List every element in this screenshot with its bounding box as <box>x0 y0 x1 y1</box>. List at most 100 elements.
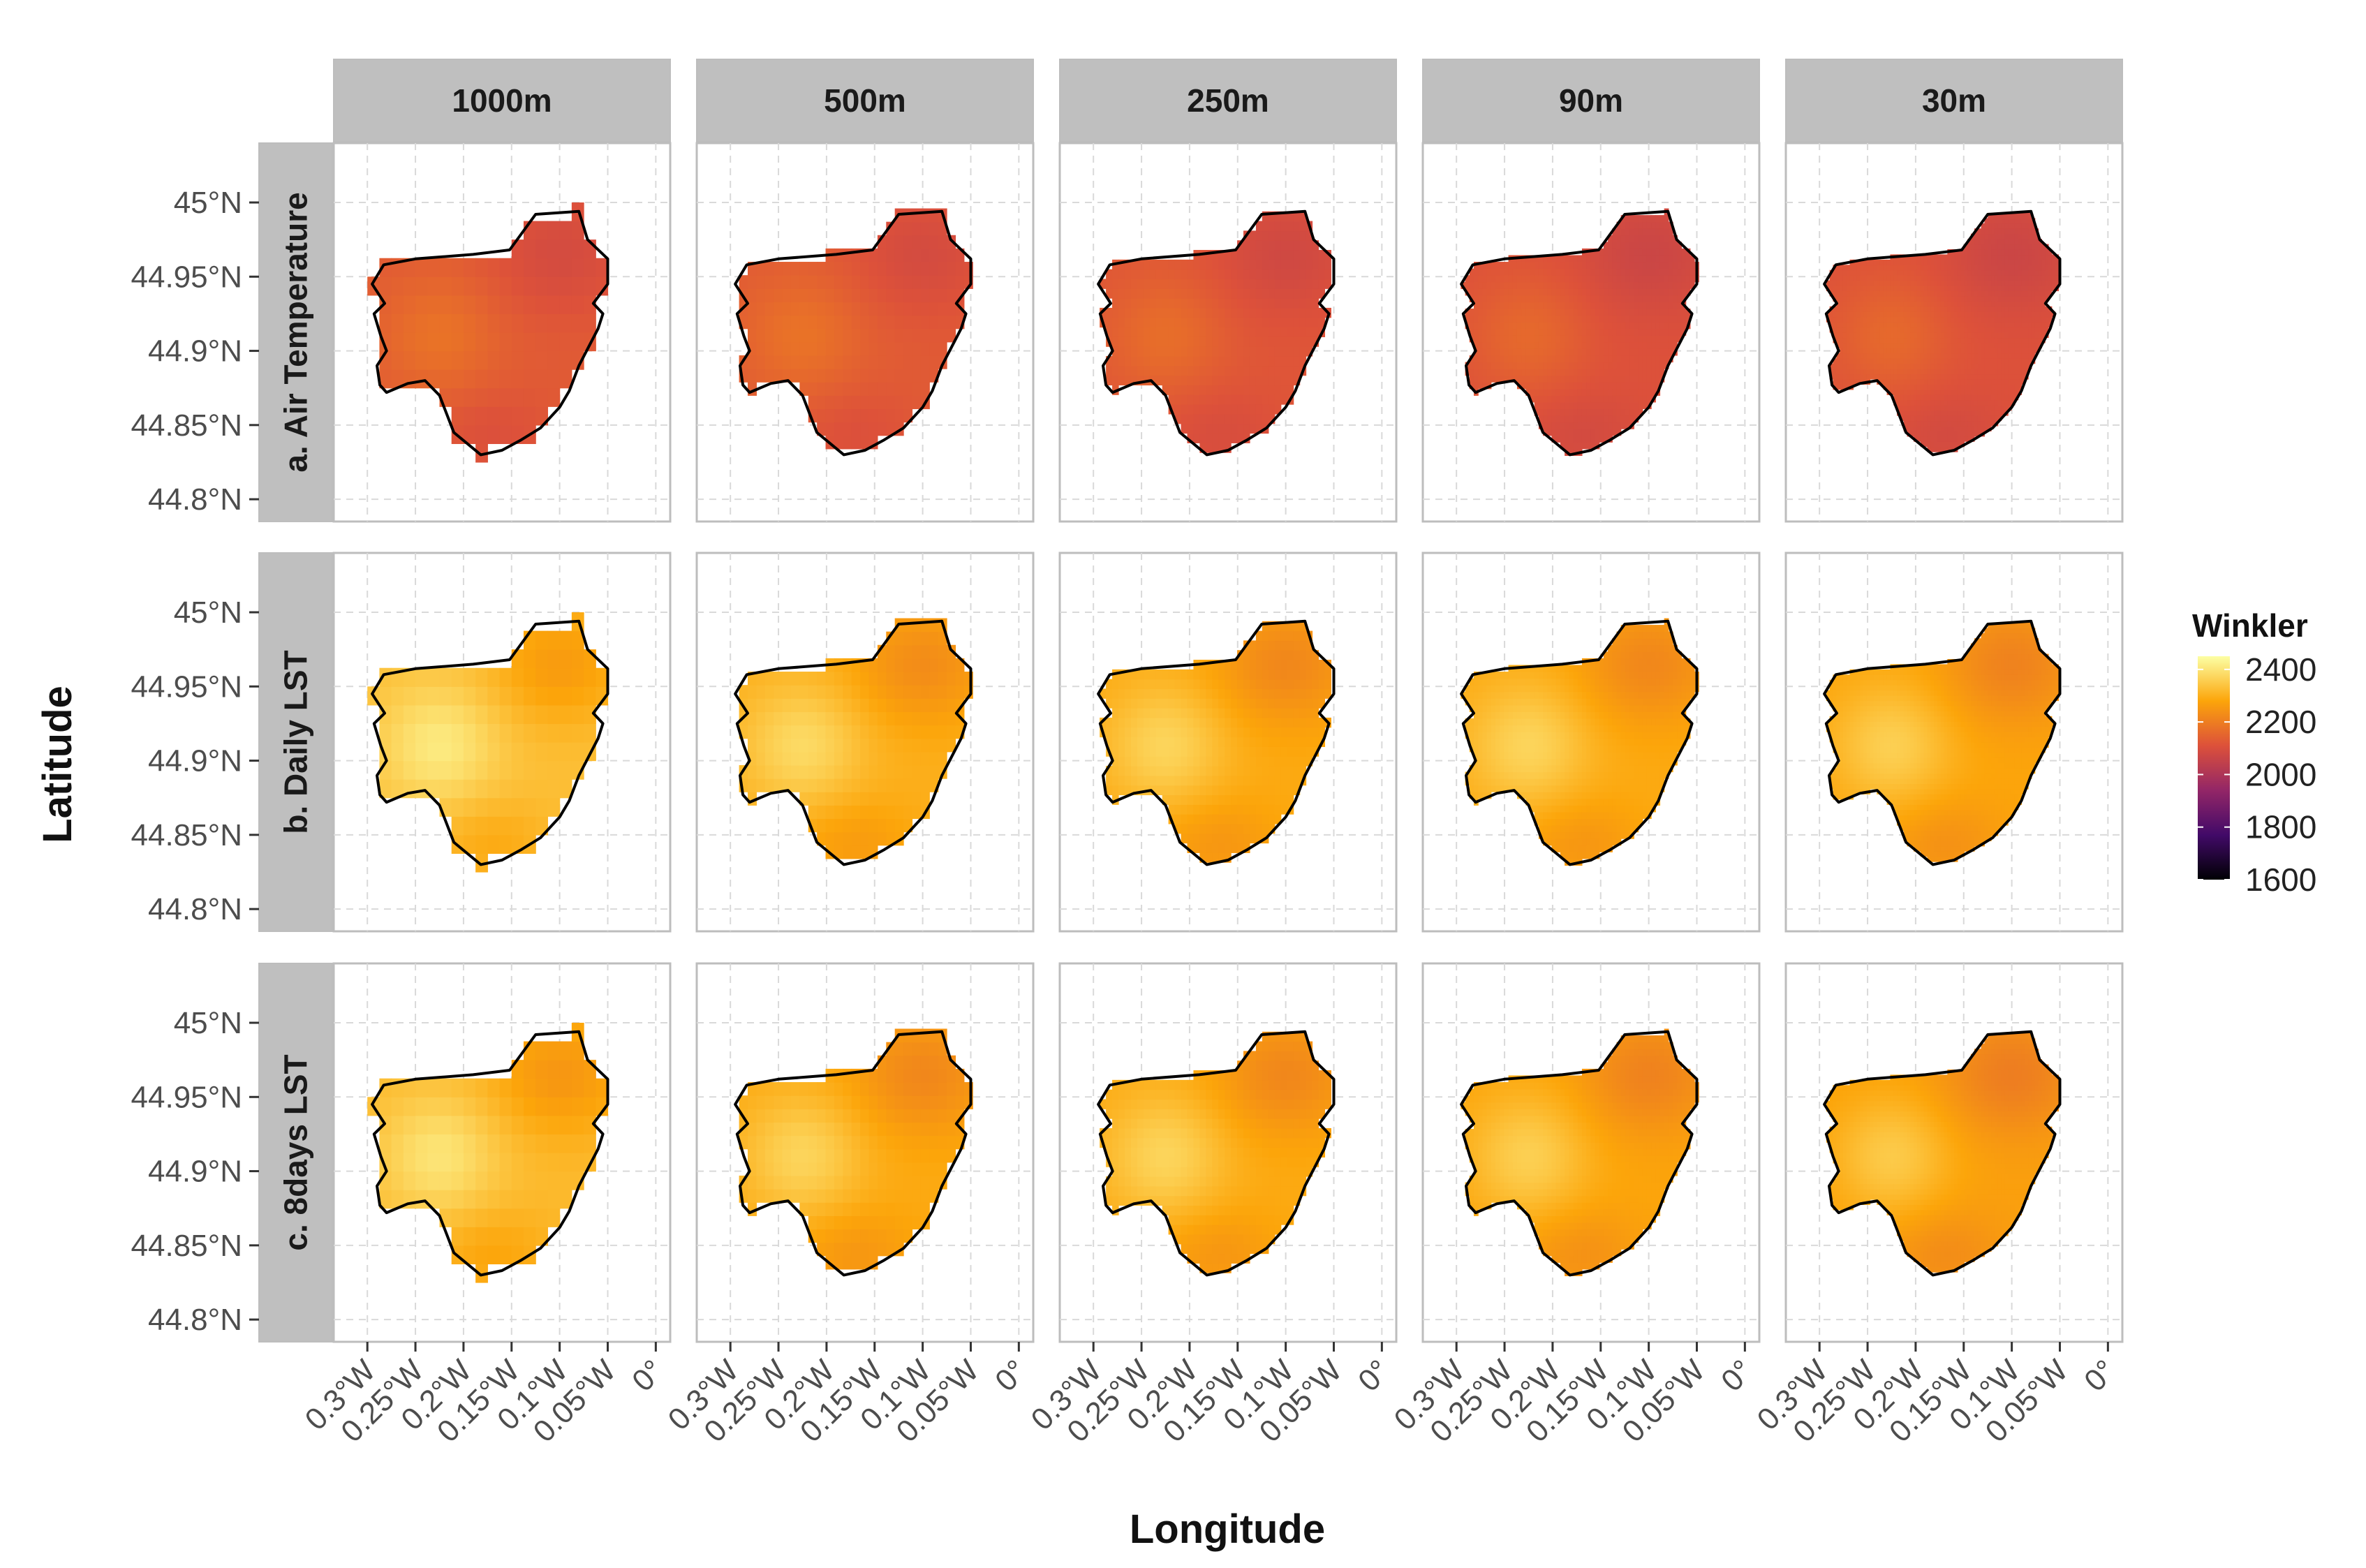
raster-cell <box>1914 373 1918 380</box>
raster-cell <box>1947 394 1951 401</box>
raster-cell <box>1274 317 1282 328</box>
raster-cell <box>1920 415 1925 422</box>
raster-cell <box>1937 384 1942 390</box>
raster-cell <box>1957 295 1962 302</box>
raster-cell <box>1853 337 1857 343</box>
raster-cell <box>1565 369 1569 376</box>
raster-cell <box>1525 382 1531 390</box>
raster-cell <box>843 751 852 766</box>
raster-cell <box>475 276 488 296</box>
raster-cell <box>1853 295 1857 302</box>
raster-cell <box>499 723 512 743</box>
raster-cell <box>1914 265 1918 271</box>
raster-cell <box>523 258 536 277</box>
raster-cell <box>1664 315 1669 323</box>
raster-cell <box>1538 369 1544 376</box>
raster-cell <box>1879 337 1884 343</box>
raster-cell <box>1900 394 1905 401</box>
raster-cell <box>1181 385 1188 395</box>
raster-cell <box>2045 265 2049 271</box>
raster-cell <box>1634 348 1639 356</box>
raster-cell <box>1957 332 1962 339</box>
raster-cell <box>1218 375 1225 386</box>
raster-cell <box>1642 242 1648 249</box>
raster-cell <box>912 302 922 316</box>
raster-cell <box>1890 373 1894 380</box>
raster-cell <box>559 258 572 277</box>
raster-cell <box>1886 286 1891 292</box>
raster-cell <box>1491 262 1496 269</box>
raster-cell <box>1903 394 1908 401</box>
raster-cell <box>415 258 428 277</box>
raster-cell <box>1560 401 1565 410</box>
raster-cell <box>1927 301 1931 307</box>
raster-cell <box>1473 362 1479 369</box>
raster-cell <box>1866 280 1871 286</box>
raster-cell <box>747 711 757 726</box>
raster-cell <box>1181 413 1188 424</box>
raster-cell <box>1638 262 1643 269</box>
raster-cell <box>1893 290 1898 297</box>
raster-cell <box>1971 275 1975 281</box>
raster-cell <box>1118 288 1125 299</box>
raster-cell <box>1560 442 1565 450</box>
raster-cell <box>1870 311 1874 318</box>
raster-cell <box>451 704 464 725</box>
raster-cell <box>1625 308 1630 316</box>
raster-cell <box>886 315 896 330</box>
raster-cell <box>1199 279 1206 289</box>
raster-cell <box>1877 363 1881 369</box>
raster-cell <box>799 382 809 396</box>
raster-cell <box>439 369 452 389</box>
raster-cell <box>2028 316 2032 323</box>
raster-cell <box>1685 308 1691 316</box>
raster-cell <box>1960 373 1965 380</box>
raster-cell <box>2034 239 2039 245</box>
raster-cell <box>2014 275 2019 281</box>
raster-cell <box>1634 235 1639 242</box>
raster-cell <box>475 742 488 762</box>
raster-cell <box>1237 413 1244 424</box>
raster-cell <box>1994 301 1999 307</box>
raster-cell <box>790 778 800 792</box>
raster-cell <box>1569 448 1574 457</box>
raster-cell <box>1877 327 1881 333</box>
raster-cell <box>894 764 904 779</box>
raster-cell <box>1274 365 1282 376</box>
raster-cell <box>1903 353 1908 359</box>
raster-cell <box>1608 429 1613 436</box>
raster-cell <box>1984 286 1988 292</box>
raster-cell <box>523 667 536 687</box>
raster-cell <box>2031 316 2036 323</box>
raster-cell <box>1486 262 1492 269</box>
raster-cell <box>2014 218 2019 224</box>
raster-cell <box>1569 295 1574 303</box>
raster-cell <box>1877 337 1881 343</box>
raster-cell <box>1655 335 1661 343</box>
raster-cell <box>463 295 476 315</box>
raster-cell <box>1262 394 1269 405</box>
raster-cell <box>1914 259 1918 265</box>
raster-cell <box>1565 429 1569 436</box>
raster-cell <box>1629 221 1634 229</box>
raster-cell <box>1193 346 1200 357</box>
raster-cell <box>851 831 861 846</box>
raster-cell <box>1586 382 1591 390</box>
raster-cell <box>1964 311 1968 318</box>
raster-cell <box>1833 306 1837 312</box>
raster-cell <box>1543 401 1548 410</box>
raster-cell <box>1883 322 1888 328</box>
raster-cell <box>1947 384 1951 390</box>
raster-cell <box>1508 288 1514 296</box>
raster-cell <box>1231 298 1238 309</box>
raster-cell <box>834 422 843 436</box>
raster-cell <box>2004 212 2009 219</box>
raster-cell <box>1193 413 1200 424</box>
raster-cell <box>2038 269 2042 276</box>
raster-cell <box>1677 268 1683 276</box>
raster-cell <box>1595 275 1600 283</box>
raster-cell <box>1547 348 1553 356</box>
raster-cell <box>1530 322 1535 330</box>
raster-cell <box>1860 301 1864 307</box>
raster-cell <box>843 672 852 686</box>
